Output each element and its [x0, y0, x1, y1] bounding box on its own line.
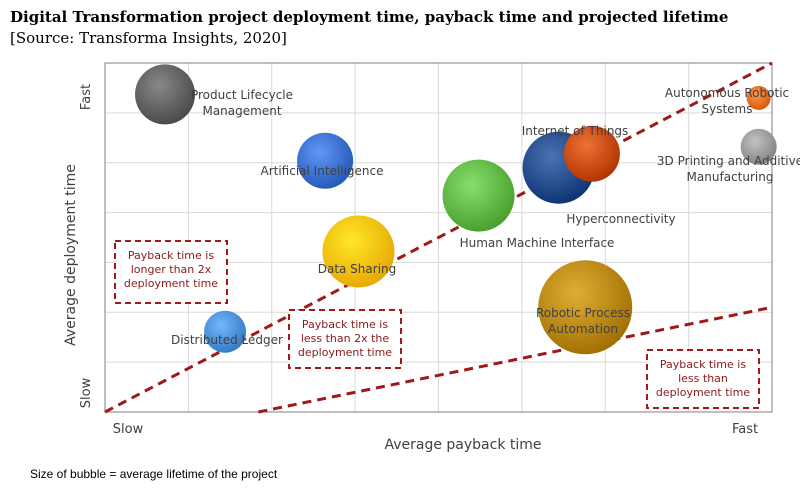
annotation-box-3	[646, 349, 760, 409]
bubble-label-data-sharing: Data Sharing	[318, 262, 397, 276]
bubble-internet-of-things	[563, 125, 620, 182]
bubble-label-human-machine-interface: Human Machine Interface	[460, 236, 615, 250]
bubble-robotic-process-automation	[538, 260, 633, 355]
bubble-product-lifecycle-management	[135, 64, 196, 125]
bubble-3d-printing-and-additive-manufacturing	[740, 128, 777, 165]
annotation-box-2	[288, 309, 402, 369]
bubble-label-artificial-intelligence: Artificial Intelligence	[261, 164, 384, 178]
y-tick-slow: Slow	[79, 377, 94, 408]
annotation-text-3: Payback time is less than deployment time	[656, 358, 750, 399]
chart-title: Digital Transformation project deploymen…	[10, 8, 729, 26]
y-axis-title: Average deployment time	[63, 164, 79, 346]
bubble-label-product-lifecycle-management: Product Lifecycle Management	[191, 88, 293, 118]
y-tick-fast: Fast	[79, 84, 94, 110]
bubble-autonomous-robotic-systems	[746, 85, 771, 110]
bubble-distributed-ledger	[204, 310, 247, 353]
bubble-label-autonomous-robotic-systems: Autonomous Robotic Systems	[665, 86, 789, 116]
bubble-label-robotic-process-automation: Robotic Process Automation	[536, 306, 630, 336]
bubble-label-internet-of-things: Internet of Things	[522, 124, 629, 138]
bubble-data-sharing	[322, 215, 395, 288]
x-tick-slow: Slow	[113, 422, 144, 437]
trend-line-1	[104, 61, 773, 414]
bubble-label-hyperconnectivity: Hyperconnectivity	[566, 212, 675, 226]
annotation-text-2: Payback time is less than 2x the deploymen…	[298, 318, 392, 359]
bubble-human-machine-interface	[442, 159, 515, 232]
x-tick-fast: Fast	[732, 422, 758, 437]
plot-border	[104, 62, 773, 413]
bubble-artificial-intelligence	[297, 132, 354, 189]
bubble-size-footnote: Size of bubble = average lifetime of the…	[30, 467, 278, 481]
x-axis-title: Average payback time	[384, 437, 541, 453]
annotation-text-1: Payback time is longer than 2x deployment …	[124, 249, 218, 290]
chart-subtitle: [Source: Transforma Insights, 2020]	[10, 29, 287, 47]
bubble-label-3d-printing-and-additive-manufacturing: 3D Printing and Additive Manufacturing	[657, 154, 800, 184]
bubble-label-distributed-ledger: Distributed Ledger	[171, 333, 283, 347]
annotation-box-1	[114, 240, 228, 304]
trend-line-2	[258, 305, 773, 414]
